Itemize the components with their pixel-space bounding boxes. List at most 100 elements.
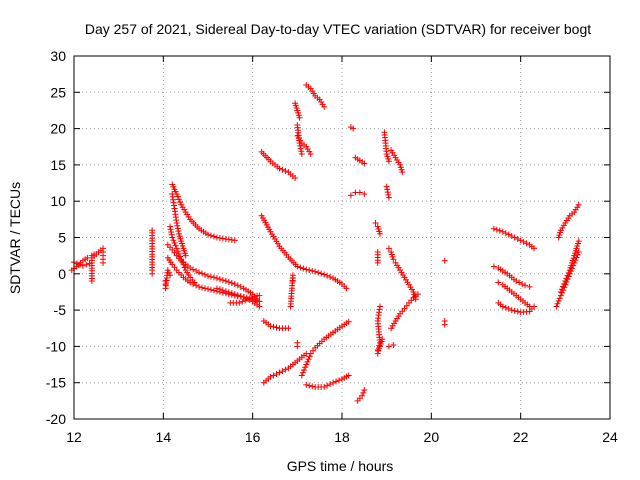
data-point-marker [175, 250, 182, 257]
data-point-marker [385, 158, 392, 165]
data-point-marker [502, 304, 509, 311]
data-point-marker [180, 261, 187, 268]
data-point-marker [441, 257, 448, 264]
x-tick-label: 22 [513, 429, 529, 445]
data-point-marker [327, 381, 334, 388]
data-point-marker [182, 252, 189, 259]
data-point-marker [309, 267, 316, 274]
data-point-marker [490, 225, 497, 232]
data-point-marker [350, 125, 357, 132]
data-point-marker [228, 279, 235, 286]
series-arc-21 [303, 82, 328, 110]
data-point-marker [167, 226, 174, 233]
data-point-marker [225, 289, 232, 296]
data-point-marker [251, 293, 258, 300]
data-point-marker [302, 364, 309, 371]
series-arc-40 [441, 321, 448, 328]
data-point-marker [196, 283, 203, 290]
data-point-marker [167, 272, 174, 279]
data-point-marker [228, 290, 235, 297]
series-arc-44 [495, 299, 538, 316]
data-point-marker [270, 372, 277, 379]
data-point-marker [356, 189, 363, 196]
data-point-marker [273, 324, 280, 331]
data-point-marker [301, 366, 308, 373]
data-point-marker [318, 270, 325, 277]
x-axis-label: GPS time / hours [287, 458, 394, 474]
data-point-marker [219, 287, 226, 294]
data-point-marker [296, 114, 303, 121]
y-axis-label: SDTVAR / TECUs [7, 182, 23, 294]
data-marks [68, 82, 582, 404]
series-arc-37 [388, 291, 421, 332]
data-point-marker [300, 265, 307, 272]
data-point-marker [172, 242, 179, 249]
series-arc-35 [385, 245, 397, 263]
series-arc-41 [490, 225, 538, 252]
data-point-marker [520, 238, 527, 245]
series-arc-16 [260, 350, 310, 386]
series-arc-27 [347, 192, 354, 199]
y-tick-label: 15 [50, 157, 66, 173]
data-point-marker [315, 269, 322, 276]
data-point-marker [256, 292, 263, 299]
y-tick-label: -5 [54, 302, 67, 318]
data-point-marker [511, 307, 518, 314]
data-point-marker [79, 262, 86, 269]
data-point-marker [171, 239, 178, 246]
data-point-marker [231, 291, 238, 298]
data-point-marker [279, 166, 286, 173]
data-point-marker [554, 300, 561, 307]
data-point-marker [292, 174, 299, 181]
series-arc-32 [383, 183, 392, 201]
data-point-marker [305, 356, 312, 363]
data-point-marker [384, 186, 391, 193]
data-point-marker [73, 260, 80, 267]
data-point-marker [330, 379, 337, 386]
data-point-marker [303, 266, 310, 273]
y-tick-label: -20 [46, 411, 66, 427]
data-point-marker [282, 366, 289, 373]
data-point-marker [83, 261, 90, 268]
data-point-marker [495, 279, 502, 286]
data-point-marker [496, 227, 503, 234]
data-point-marker [306, 382, 313, 389]
data-point-marker [307, 151, 314, 158]
series-arc-5 [162, 267, 174, 292]
data-point-marker [177, 253, 184, 260]
data-point-marker [191, 279, 198, 286]
series-arc-39 [441, 257, 448, 324]
axes: 12 14 16 18 20 22 24 -20 -15 -10 -5 0 5 10 15 20 25 30 [46, 48, 618, 445]
data-point-marker [276, 165, 283, 172]
data-point-marker [560, 283, 567, 290]
data-point-marker [306, 353, 313, 360]
data-point-marker [383, 183, 390, 190]
data-point-marker [199, 270, 206, 277]
data-point-marker [321, 103, 328, 110]
series-arc-17 [287, 272, 301, 350]
data-point-marker [345, 372, 352, 379]
x-tick-label: 16 [245, 429, 261, 445]
data-point-marker [168, 231, 175, 238]
y-tick-label: 20 [50, 121, 66, 137]
data-point-marker [178, 256, 185, 263]
data-point-marker [245, 296, 252, 303]
series-arc-46 [557, 238, 582, 295]
series-arc-3 [88, 245, 107, 285]
data-point-marker [239, 298, 246, 305]
data-point-marker [287, 303, 294, 310]
data-point-marker [207, 273, 214, 280]
data-point-marker [234, 292, 241, 299]
data-point-marker [282, 167, 289, 174]
data-point-marker [575, 238, 582, 245]
series-arc-26 [352, 189, 368, 197]
data-point-marker [564, 272, 571, 279]
series-arc-23 [303, 372, 352, 391]
data-point-marker [193, 267, 200, 274]
series-arc-12 [227, 292, 263, 306]
data-point-marker [490, 263, 497, 270]
data-point-marker [347, 192, 354, 199]
data-point-marker [237, 283, 244, 290]
data-point-marker [164, 267, 171, 274]
data-point-marker [562, 278, 569, 285]
